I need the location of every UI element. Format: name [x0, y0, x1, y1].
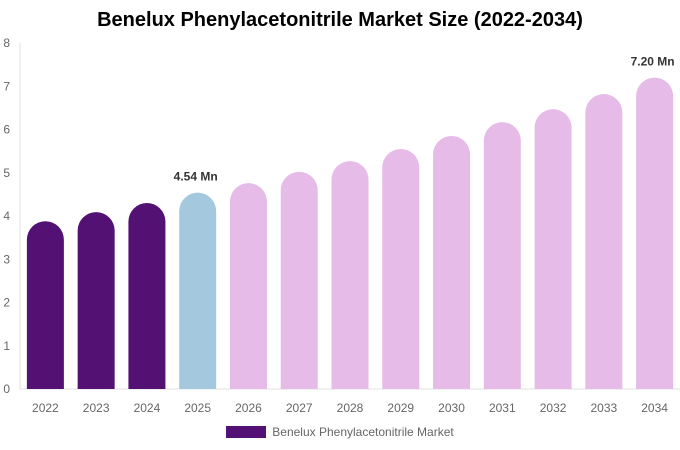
- bar-2022: [26, 221, 64, 389]
- legend-label: Benelux Phenylacetonitrile Market: [272, 425, 454, 439]
- y-tick-label: 7: [3, 79, 10, 93]
- bar-2030: [433, 135, 471, 389]
- bar-2031: [483, 122, 521, 389]
- bar-2024: [128, 203, 166, 389]
- y-tick-label: 0: [3, 382, 10, 396]
- x-tick-label: 2027: [286, 401, 313, 415]
- x-tick-label: 2026: [235, 401, 262, 415]
- y-tick-label: 1: [3, 339, 10, 353]
- chart-title: Benelux Phenylacetonitrile Market Size (…: [97, 9, 583, 31]
- x-tick-label: 2033: [590, 401, 617, 415]
- legend-swatch: [226, 426, 267, 438]
- x-tick-label: 2023: [83, 401, 110, 415]
- y-tick-label: 8: [3, 36, 10, 50]
- x-tick-label: 2034: [641, 401, 668, 415]
- bar-2029: [382, 148, 420, 389]
- bar-2026: [229, 183, 267, 389]
- data-label: 4.54 Mn: [174, 170, 218, 184]
- bar-2025: [179, 192, 217, 389]
- x-tick-label: 2028: [337, 401, 364, 415]
- bar-2028: [331, 161, 369, 389]
- x-tick-label: 2024: [134, 401, 161, 415]
- bar-2032: [534, 109, 572, 389]
- x-tick-label: 2025: [184, 401, 211, 415]
- x-tick-label: 2030: [438, 401, 465, 415]
- bar-2027: [280, 171, 318, 389]
- data-label: 7.20 Mn: [631, 55, 675, 69]
- x-tick-label: 2031: [489, 401, 516, 415]
- y-tick-label: 3: [3, 252, 10, 266]
- y-tick-label: 2: [3, 296, 10, 310]
- y-tick-label: 4: [3, 209, 10, 223]
- bar-2034: [636, 77, 674, 389]
- x-tick-label: 2029: [387, 401, 414, 415]
- x-tick-label: 2032: [540, 401, 567, 415]
- x-tick-label: 2022: [32, 401, 59, 415]
- y-tick-label: 5: [3, 166, 10, 180]
- bar-2033: [585, 94, 623, 390]
- legend[interactable]: Benelux Phenylacetonitrile Market: [0, 425, 680, 439]
- bar-2023: [77, 212, 115, 389]
- y-tick-label: 6: [3, 123, 10, 137]
